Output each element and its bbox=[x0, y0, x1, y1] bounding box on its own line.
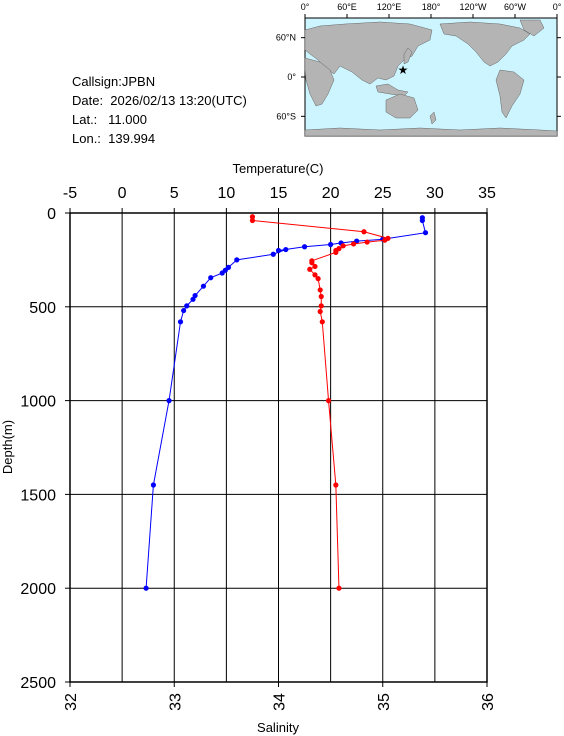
map-marker: ★ bbox=[398, 63, 409, 77]
temperature-data-point bbox=[190, 296, 196, 302]
map-lon-label: 60°E bbox=[337, 2, 357, 12]
salinity-tick-label: 32 bbox=[63, 693, 80, 711]
temperature-tick-label: -5 bbox=[63, 185, 77, 202]
salinity-ticks: 32 33 34 35 36 bbox=[63, 682, 497, 711]
depth-tick-label: 0 bbox=[47, 206, 56, 223]
depth-tick-label: 2000 bbox=[20, 581, 56, 598]
salinity-data-point bbox=[312, 263, 318, 270]
temperature-tick-label: 35 bbox=[478, 185, 496, 202]
temperature-data-point bbox=[150, 482, 156, 488]
temperature-data-point bbox=[208, 275, 214, 281]
map-land bbox=[304, 19, 558, 137]
salinity-data-point bbox=[315, 276, 321, 282]
salinity-data-point bbox=[318, 303, 324, 309]
salinity-tick-label: 35 bbox=[376, 693, 393, 711]
salinity-data-point bbox=[340, 243, 346, 249]
map-lon-label: 120°E bbox=[377, 2, 402, 12]
temperature-data-point bbox=[177, 319, 184, 325]
temperature-data-point bbox=[275, 247, 282, 254]
map-lon-label: 120°W bbox=[459, 2, 487, 12]
temperature-data-point bbox=[422, 230, 429, 236]
lon-text: Lon.: 139.994 bbox=[72, 131, 156, 146]
depth-ticks: 0 500 1000 1500 2000 2500 bbox=[20, 206, 70, 692]
land-antarctica bbox=[304, 127, 558, 137]
map-lon-label: 180° bbox=[422, 2, 441, 12]
depth-tick-label: 2500 bbox=[20, 675, 56, 692]
salinity-data-point bbox=[249, 217, 256, 224]
map-lon-label: 0° bbox=[553, 2, 562, 12]
salinity-data-point bbox=[333, 482, 339, 488]
salinity-data-point bbox=[325, 398, 332, 404]
date-text: Date: 2026/02/13 13:20(UTC) bbox=[72, 93, 247, 108]
land-indonesia bbox=[375, 83, 409, 97]
salinity-profile-line bbox=[251, 216, 390, 589]
map-lat-label: 0° bbox=[287, 72, 296, 82]
salinity-data-point bbox=[319, 319, 325, 325]
temperature-tick-label: 15 bbox=[270, 185, 288, 202]
temperature-data-point bbox=[219, 270, 225, 276]
salinity-tick-label: 33 bbox=[167, 693, 184, 711]
salinity-data-point bbox=[317, 287, 323, 293]
temperature-tick-label: 30 bbox=[426, 185, 444, 202]
callsign-text: Callsign:JPBN bbox=[72, 74, 156, 89]
salinity-tick-label: 36 bbox=[480, 693, 497, 711]
land-japan bbox=[403, 47, 413, 65]
salinity-tick-label: 34 bbox=[272, 693, 289, 711]
temperature-data-point bbox=[283, 246, 289, 253]
map-lat-label: 60°S bbox=[276, 111, 296, 121]
temperature-data-point bbox=[200, 283, 207, 289]
map-lon-label: 0° bbox=[301, 2, 310, 12]
salinity-data-point bbox=[361, 229, 367, 235]
salinity-data-point bbox=[317, 308, 323, 315]
station-info: Callsign:JPBN Date: 2026/02/13 13:20(UTC… bbox=[72, 72, 247, 148]
temperature-profile-line bbox=[145, 217, 427, 589]
salinity-data-point bbox=[350, 241, 357, 247]
land-newzealand bbox=[429, 111, 437, 125]
salinity-data-point bbox=[307, 266, 313, 272]
land-australia bbox=[385, 93, 419, 119]
salinity-data-point bbox=[309, 260, 315, 266]
depth-axis-label: Depth(m) bbox=[0, 420, 15, 474]
lat-text: Lat.: 11.000 bbox=[72, 112, 147, 127]
depth-tick-label: 500 bbox=[29, 300, 56, 317]
temperature-tick-label: 5 bbox=[170, 185, 179, 202]
temperature-data-point bbox=[328, 241, 334, 248]
land-africa bbox=[304, 57, 335, 107]
temperature-tick-label: 25 bbox=[374, 185, 392, 202]
salinity-data-point bbox=[364, 239, 370, 245]
map-top-labels: 0° 60°E 120°E 180° 120°W 60°W 0° bbox=[301, 2, 562, 18]
land-greenland bbox=[519, 19, 545, 37]
temperature-data-point bbox=[166, 398, 172, 404]
salinity-data-point bbox=[382, 237, 388, 243]
salinity-data-point bbox=[333, 249, 339, 255]
temperature-data-point bbox=[419, 217, 425, 224]
salinity-data-point bbox=[318, 293, 324, 300]
salinity-axis-label: Salinity bbox=[257, 720, 299, 735]
map-right-labels: 60°N 0° 60°S bbox=[276, 33, 561, 121]
temperature-data-point bbox=[234, 257, 240, 263]
series-layer bbox=[143, 214, 429, 591]
temperature-data-point bbox=[270, 251, 276, 257]
grid-lines bbox=[69, 212, 488, 683]
map-lat-label: 60°N bbox=[276, 33, 296, 43]
temperature-data-point bbox=[301, 244, 308, 250]
temperature-tick-label: 20 bbox=[322, 185, 340, 202]
depth-tick-label: 1500 bbox=[20, 487, 56, 504]
temperature-axis-label: Temperature(C) bbox=[232, 161, 323, 176]
temperature-data-point bbox=[184, 303, 190, 309]
land-south-america bbox=[495, 69, 525, 119]
salinity-data-point bbox=[312, 272, 318, 278]
salinity-data-point bbox=[249, 214, 256, 220]
temperature-ticks: -5 0 5 10 15 20 25 30 35 bbox=[63, 185, 496, 213]
depth-tick-label: 1000 bbox=[20, 394, 56, 411]
temperature-tick-label: 0 bbox=[118, 185, 127, 202]
temperature-data-point bbox=[181, 307, 187, 314]
salinity-data-point bbox=[336, 585, 342, 591]
land-north-america bbox=[439, 21, 531, 67]
temperature-data-point bbox=[143, 585, 149, 591]
map-lon-label: 60°W bbox=[504, 2, 527, 12]
temperature-tick-label: 10 bbox=[217, 185, 235, 202]
